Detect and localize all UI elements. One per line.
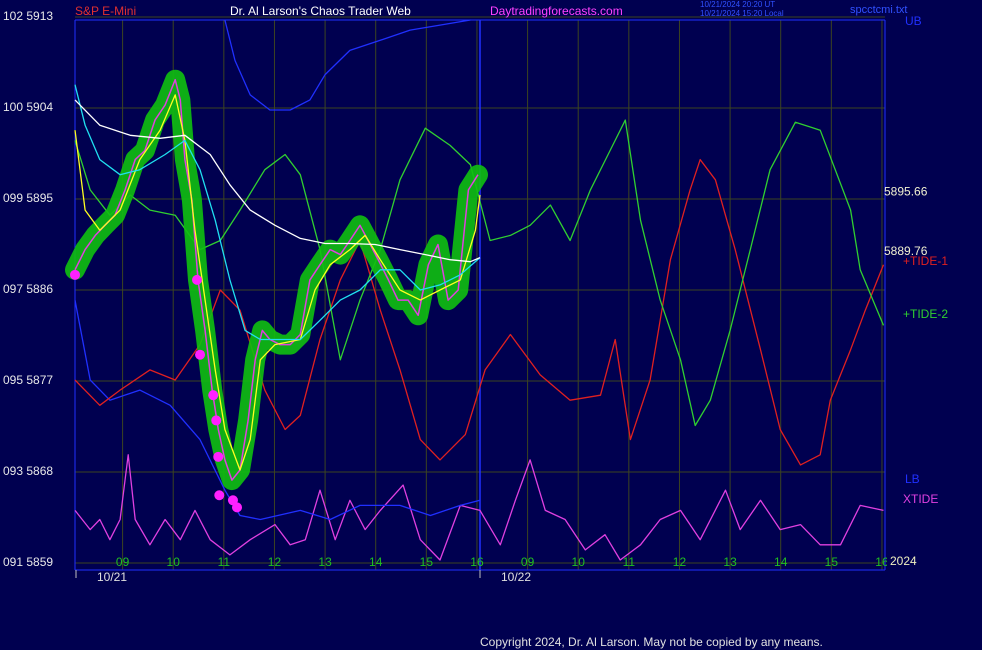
pivot-point (195, 349, 206, 360)
pivot-point (192, 274, 203, 285)
pivot-point (213, 451, 224, 462)
series-line (74, 119, 885, 427)
y-tick-label: 093 5868 (3, 464, 53, 478)
x-tick-label: 12 (673, 555, 687, 569)
x-tick-label: 15 (825, 555, 839, 569)
x-tick-label: 10 (167, 555, 181, 569)
series-line (74, 158, 885, 466)
x-tick-label: 10 (572, 555, 586, 569)
series-label: UB (905, 14, 922, 28)
y-tick-label: 097 5886 (3, 282, 53, 296)
copyright: Copyright 2024, Dr. Al Larson. May not b… (480, 635, 823, 649)
x-tick-label: 09 (116, 555, 130, 569)
x-tick-label: 12 (268, 555, 282, 569)
price-line (74, 78, 479, 481)
x-tick-label: 13 (723, 555, 737, 569)
pivot-point (214, 490, 225, 501)
chart-title: Dr. Al Larson's Chaos Trader Web (230, 4, 411, 18)
year: 2024 (890, 554, 917, 568)
pivot-point (70, 269, 80, 280)
x-tick-label: 11 (218, 555, 231, 569)
y-tick-label: 099 5895 (3, 191, 53, 205)
series-label: +TIDE-1 (903, 254, 948, 268)
pivot-point (232, 502, 242, 513)
x-tick-labels: 09 10 11 12 13 14 15 16 09 10 11 12 13 14 15 16 (116, 555, 889, 569)
x-tick-label: 13 (318, 555, 332, 569)
series-label: +TIDE-2 (903, 307, 948, 321)
pivot-point (208, 390, 219, 401)
x-tick-label: 09 (521, 555, 535, 569)
symbol: S&P E-Mini (75, 4, 136, 18)
price-label: 5889.76 (884, 244, 928, 258)
x-tick-label: 16 (470, 555, 484, 569)
x-tick-label: 14 (774, 555, 788, 569)
site: Daytradingforecasts.com (490, 4, 623, 18)
y-tick-label: 102 5913 (3, 9, 53, 23)
series-label: LB (905, 472, 920, 486)
x-tick-label: 11 (623, 555, 636, 569)
x-tick-label: 14 (369, 555, 383, 569)
pivot-point (211, 415, 222, 426)
price-label: 5895.66 (884, 184, 928, 198)
x-tick-label: 16 (875, 555, 889, 569)
date-label: 10/21 (97, 570, 127, 584)
series-line (74, 94, 481, 471)
y-tick-label: 095 5877 (3, 373, 53, 387)
series-line (74, 454, 884, 561)
series-line (74, 84, 481, 341)
file-name: spcctcmi.txt (850, 4, 907, 16)
series-label: XTIDE (903, 492, 938, 506)
series-line (74, 299, 481, 521)
y-tick-label: 100 5904 (3, 100, 53, 114)
time-local: 10/21/2024 15:20 Local (700, 9, 784, 18)
y-tick-label: 091 5859 (3, 555, 53, 569)
series-line (74, 99, 481, 263)
series-line (224, 19, 471, 111)
x-tick-label: 15 (420, 555, 434, 569)
date-label: 10/22 (501, 570, 531, 584)
time-ut: 10/21/2024 20:20 UT (700, 0, 775, 9)
